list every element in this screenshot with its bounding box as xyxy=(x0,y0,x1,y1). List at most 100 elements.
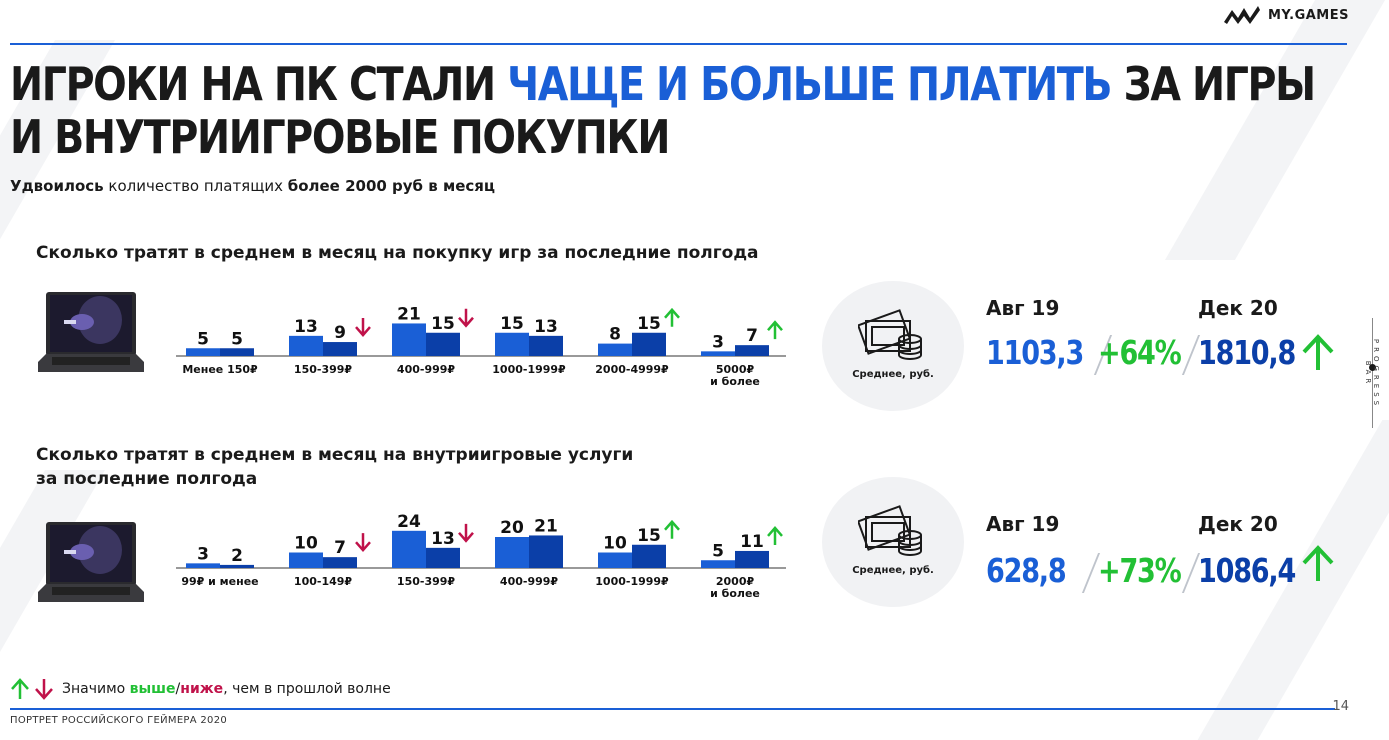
bar-value-label: 9 xyxy=(334,323,346,343)
category-label: 99₽ и менее xyxy=(181,575,258,588)
average-value: 1810,8 xyxy=(1198,333,1296,372)
bar xyxy=(632,544,666,568)
category-label: 1000-1999₽ xyxy=(595,575,669,588)
bar-value-label: 5 xyxy=(712,541,724,561)
subtitle-bold: более 2000 руб в месяц xyxy=(287,177,496,195)
period-label: Авг 19 xyxy=(986,512,1060,536)
progress-bar: PROGRESS BAR xyxy=(1364,318,1380,428)
bar xyxy=(735,345,769,356)
section2-title: Сколько тратят в среднем в месяц на внут… xyxy=(36,443,633,491)
bar-value-label: 8 xyxy=(609,325,621,345)
category-label: 150-399₽ xyxy=(397,575,455,588)
arrow-down-icon xyxy=(35,679,53,700)
money-icon xyxy=(858,309,922,360)
bar-value-label: 15 xyxy=(500,314,524,334)
bar-value-label: 7 xyxy=(334,538,346,558)
bar xyxy=(323,342,357,356)
period-label: Дек 20 xyxy=(1198,296,1278,320)
bar-value-label: 5 xyxy=(231,329,243,349)
bar xyxy=(426,332,460,356)
bar xyxy=(323,557,357,568)
subtitle-bold: Удвоилось xyxy=(10,177,104,195)
section1-title: Сколько тратят в среднем в месяц на поку… xyxy=(36,243,759,263)
legend: Значимо выше/ниже, чем в прошлой волне xyxy=(10,678,391,700)
bar xyxy=(529,535,563,568)
bar-value-label: 15 xyxy=(637,314,661,334)
footer-text: ПОРТРЕТ РОССИЙСКОГО ГЕЙМЕРА 2020 xyxy=(10,715,228,726)
stat-circle: Среднее, руб. xyxy=(822,477,964,607)
category-label: и более xyxy=(710,375,760,388)
arrow-up-icon xyxy=(767,320,783,340)
legend-sep: / xyxy=(175,681,181,697)
laptop-image xyxy=(38,292,144,372)
bar-value-label: 10 xyxy=(603,534,627,554)
bar xyxy=(701,351,735,356)
progress-label: PROGRESS BAR xyxy=(1364,338,1380,410)
bar xyxy=(220,348,254,356)
arrow-up-icon xyxy=(1302,545,1334,581)
bar-value-label: 11 xyxy=(740,532,764,552)
bar xyxy=(598,552,632,568)
progress-track xyxy=(1372,318,1373,428)
bar xyxy=(598,343,632,356)
arrow-down-icon xyxy=(458,308,474,328)
arrow-down-icon xyxy=(355,318,371,337)
my-games-logo-icon xyxy=(1223,6,1260,24)
bar-value-label: 3 xyxy=(197,544,209,564)
bar-value-label: 15 xyxy=(637,526,661,546)
logo-text: MY.GAMES xyxy=(1267,7,1349,23)
bar-value-label: 15 xyxy=(431,314,455,334)
category-label: 2000₽ xyxy=(716,575,755,588)
category-label: 100-149₽ xyxy=(294,575,352,588)
page-title: ИГРОКИ НА ПК СТАЛИ ЧАЩЕ И БОЛЬШЕ ПЛАТИТЬ… xyxy=(10,57,1316,164)
my-games-logo: MY.GAMES xyxy=(1222,4,1349,26)
bar xyxy=(289,552,323,568)
bar xyxy=(392,530,426,568)
category-label: 150-399₽ xyxy=(294,363,352,376)
title-part: ИГРОКИ НА ПК СТАЛИ xyxy=(10,57,508,111)
bar xyxy=(426,547,460,568)
footer-divider xyxy=(10,708,1335,710)
arrow-up-icon xyxy=(1302,334,1334,370)
bar-value-label: 3 xyxy=(712,332,724,352)
bar xyxy=(735,550,769,568)
bar-value-label: 13 xyxy=(534,317,558,337)
progress-dot xyxy=(1369,364,1376,371)
page-number: 14 xyxy=(1332,699,1349,714)
average-value: 1103,3 xyxy=(986,333,1084,372)
header-divider xyxy=(10,43,1347,45)
arrow-up-icon xyxy=(11,678,29,699)
category-label: 2000-4999₽ xyxy=(595,363,669,376)
category-label: Менее 150₽ xyxy=(182,363,258,376)
legend-text: Значимо xyxy=(62,681,130,697)
money-icon xyxy=(858,505,922,556)
bar xyxy=(186,348,220,356)
stat-circle-label: Среднее, руб. xyxy=(852,565,934,576)
bar-value-label: 13 xyxy=(294,317,318,337)
category-label: 1000-1999₽ xyxy=(492,363,566,376)
bar xyxy=(529,335,563,356)
subtitle: Удвоилось количество платящих более 2000… xyxy=(10,177,495,195)
bar xyxy=(701,560,735,568)
bar xyxy=(495,332,529,356)
bar-value-label: 5 xyxy=(197,329,209,349)
arrow-down-icon xyxy=(355,533,371,553)
legend-lower: ниже xyxy=(180,681,224,697)
arrow-up-icon xyxy=(767,526,783,545)
bar-value-label: 21 xyxy=(534,516,558,536)
arrow-up-icon xyxy=(664,307,680,327)
arrow-up-icon xyxy=(664,519,680,539)
average-value: 628,8 xyxy=(986,551,1067,590)
arrow-down-icon xyxy=(458,523,474,543)
change-value: +73% xyxy=(1098,551,1182,590)
stat-circle: Среднее, руб. xyxy=(822,281,964,411)
bar-value-label: 10 xyxy=(294,534,318,554)
category-label: 400-999₽ xyxy=(397,363,455,376)
bar xyxy=(392,323,426,356)
category-label: 5000₽ xyxy=(716,363,755,376)
bar-value-label: 20 xyxy=(500,518,524,538)
section2-title-line: Сколько тратят в среднем в месяц на внут… xyxy=(36,445,634,465)
chart-game-purchases: 5 5 Менее 150₽ 13 9 150-399₽ 21 15 400-999₽ 15 13 1… xyxy=(176,304,786,388)
bar-value-label: 21 xyxy=(397,304,421,324)
average-value: 1086,4 xyxy=(1198,551,1296,590)
